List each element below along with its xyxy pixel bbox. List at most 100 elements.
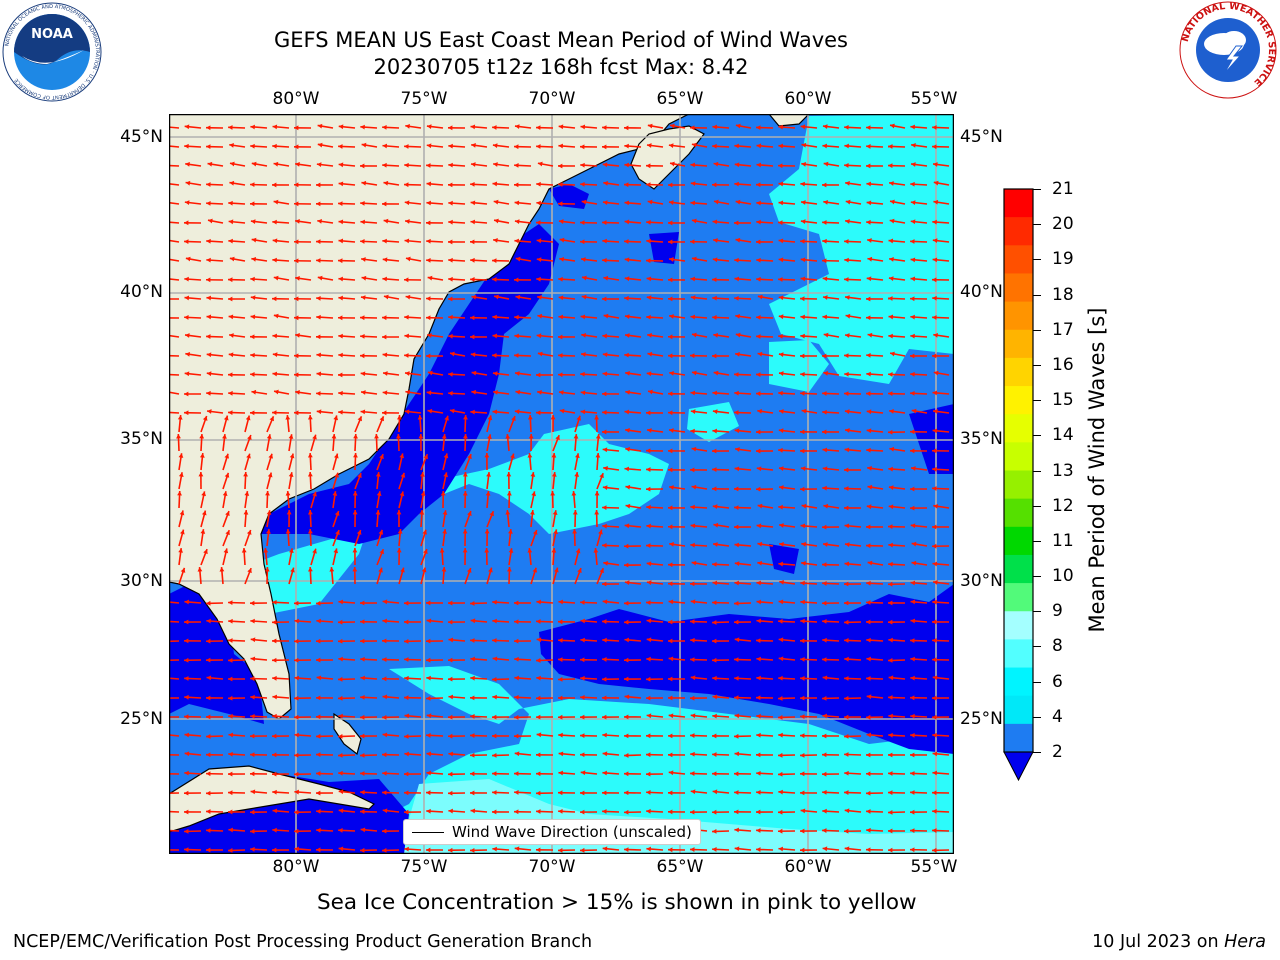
wave-arrow-head [360, 239, 365, 244]
wave-arrow-head [734, 637, 740, 643]
wave-arrow-head [353, 453, 358, 458]
wave-arrow-head [404, 182, 409, 188]
wave-arrow-head [581, 275, 587, 281]
wave-arrow-head [206, 352, 212, 358]
wave-arrow-head [295, 162, 300, 167]
wave-arrow-head [506, 472, 512, 477]
wave-arrow-shaft [169, 258, 180, 262]
wave-arrow-head [690, 809, 695, 815]
wave-arrow-head [361, 390, 366, 395]
wave-arrow-head [580, 220, 585, 226]
wave-arrow-head [558, 676, 563, 682]
wave-arrow-head [558, 182, 563, 187]
wave-arrow-head [690, 789, 696, 795]
wave-arrow-head [448, 296, 453, 302]
colorbar-tick-mark [1033, 259, 1041, 261]
wave-arrow-head [331, 434, 337, 439]
noaa-logo: NOAA NATIONAL OCEANIC AND ATMOSPHERIC AD… [2, 2, 102, 102]
wave-arrow-head [844, 581, 849, 587]
wave-arrow-head [866, 580, 871, 586]
wave-arrow-head [206, 714, 211, 720]
wave-arrow-head [379, 454, 384, 460]
wave-arrow-head [382, 638, 387, 644]
wave-arrow-head [201, 510, 207, 516]
wave-arrow-head [602, 125, 607, 131]
wave-arrow-head [933, 180, 939, 186]
wave-arrow-head [224, 453, 230, 459]
wave-arrow-head [206, 734, 211, 739]
wave-arrow-head [178, 548, 184, 553]
wave-arrow-head [206, 334, 211, 339]
wave-arrow-head [888, 372, 893, 377]
wave-arrow-head [580, 239, 585, 245]
wave-arrow-head [514, 809, 519, 815]
wave-arrow-head [602, 144, 607, 150]
wave-arrow-head [800, 752, 805, 758]
wave-arrow-head [648, 389, 653, 395]
wave-arrow-head [184, 371, 190, 377]
wave-arrow-head [932, 486, 937, 491]
wave-arrow-head [602, 599, 608, 605]
wave-arrow-head [289, 548, 294, 554]
wave-arrow-head [844, 371, 849, 377]
wave-arrow-head [404, 657, 409, 662]
wave-arrow-head [184, 315, 189, 320]
wave-arrow-head [404, 619, 409, 625]
wave-arrow-head [845, 428, 850, 433]
wave-arrow-head [668, 334, 673, 340]
wave-arrow-head [426, 220, 431, 226]
wave-arrow-head [382, 657, 387, 662]
wave-arrow-head [492, 333, 498, 339]
wave-arrow-head [294, 771, 299, 777]
wave-arrow-head [360, 789, 365, 795]
wave-arrow-head [756, 219, 761, 225]
wave-arrow-head [405, 371, 410, 376]
wave-arrow-head [603, 560, 608, 566]
wave-arrow-head [712, 143, 717, 149]
wave-arrow-head [690, 162, 696, 168]
wave-arrow-head [867, 238, 872, 243]
wave-arrow-head [867, 256, 873, 262]
wave-arrow-head [823, 503, 829, 509]
wave-arrow-head [272, 333, 278, 339]
wave-arrow-head [690, 599, 696, 605]
wave-arrow-head [223, 548, 229, 554]
wave-arrow-head [462, 529, 468, 534]
colorbar-segment [1004, 611, 1033, 640]
wave-arrow-head [515, 389, 521, 395]
wave-arrow-head [404, 675, 409, 681]
lat-tick-left-30: 30°N [120, 571, 163, 591]
wave-arrow-head [756, 372, 761, 378]
wave-arrow-head [229, 333, 234, 338]
wave-arrow-head [580, 181, 585, 187]
wave-arrow-head [888, 238, 894, 244]
wave-arrow-head [536, 372, 541, 378]
wave-arrow-head [448, 257, 453, 263]
wave-arrow-head [690, 467, 695, 473]
wave-arrow-head [712, 657, 717, 663]
wave-arrow-head [448, 714, 453, 720]
wave-arrow-head [800, 448, 805, 454]
wave-arrow-head [558, 732, 563, 738]
wave-arrow-head [448, 182, 453, 188]
wave-arrow-head [668, 733, 673, 739]
wave-arrow-head [624, 466, 630, 472]
wave-arrow-head [668, 790, 673, 796]
wave-arrow-head [603, 313, 609, 319]
wave-arrow-head [537, 295, 542, 300]
wave-arrow-head [360, 333, 365, 339]
wave-arrow-head [822, 695, 827, 701]
wave-arrow-head [756, 732, 761, 738]
wave-arrow-head [243, 510, 249, 515]
wave-arrow-head [580, 314, 586, 320]
wave-arrow-head [890, 123, 895, 129]
wave-arrow-head [201, 491, 206, 497]
wave-arrow-head [888, 619, 893, 625]
wave-arrow-head [307, 529, 313, 534]
wave-arrow-head [426, 638, 431, 644]
wave-arrow-shaft [169, 221, 180, 224]
wave-arrow-head [289, 453, 295, 459]
wave-arrow-head [352, 510, 358, 515]
wave-arrow-head [889, 218, 895, 224]
wave-arrow-head [470, 656, 475, 662]
